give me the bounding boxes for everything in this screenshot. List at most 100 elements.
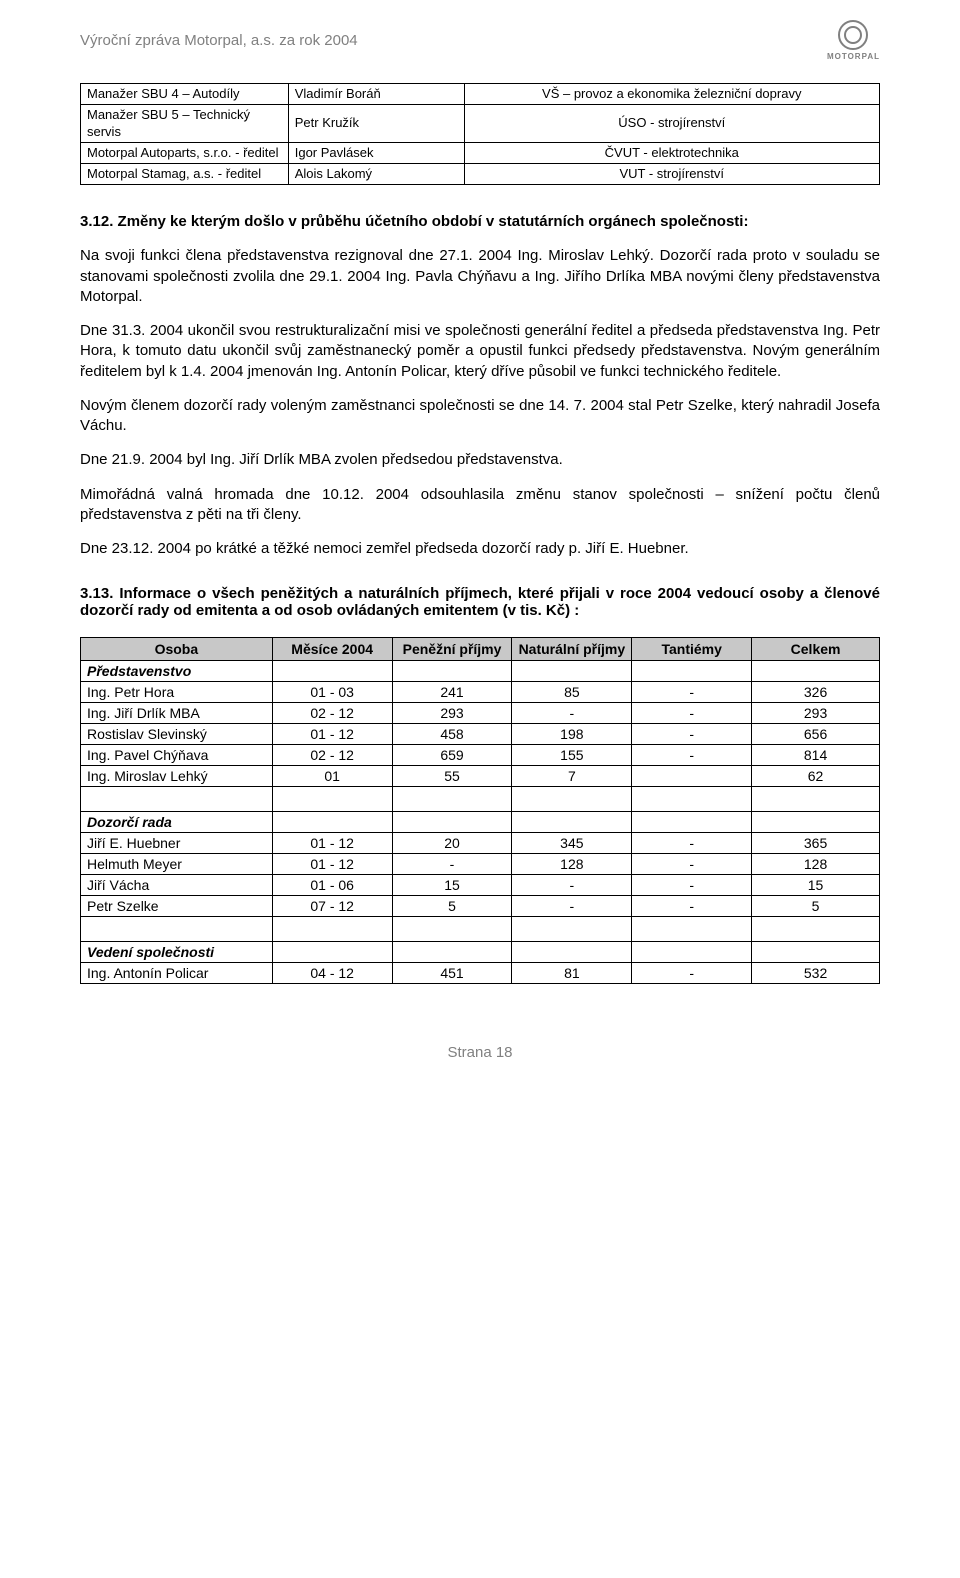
table-cell: 01 (272, 766, 392, 787)
table-cell: - (632, 745, 752, 766)
table-row: Ing. Petr Hora01 - 0324185-326 (81, 682, 880, 703)
group-row: Vedení společnosti (81, 942, 880, 963)
table-cell: 365 (752, 833, 880, 854)
table-cell: VUT - strojírenství (464, 164, 880, 185)
table-header-row: OsobaMěsíce 2004Peněžní příjmyNaturální … (81, 638, 880, 661)
table-cell: Motorpal Stamag, a.s. - ředitel (81, 164, 289, 185)
table-cell: - (632, 875, 752, 896)
table-cell: 198 (512, 724, 632, 745)
table-cell: ÚSO - strojírenství (464, 105, 880, 143)
table-cell: 07 - 12 (272, 896, 392, 917)
table-cell (632, 917, 752, 942)
table-row: Helmuth Meyer01 - 12-128-128 (81, 854, 880, 875)
table-cell (392, 812, 512, 833)
table-cell: Jiří Vácha (81, 875, 273, 896)
table-cell (272, 942, 392, 963)
table-cell (632, 787, 752, 812)
table-cell: 451 (392, 963, 512, 984)
table-cell: 01 - 06 (272, 875, 392, 896)
document-page: Výroční zpráva Motorpal, a.s. za rok 200… (0, 0, 960, 1101)
paragraph: Dne 23.12. 2004 po krátké a těžké nemoci… (80, 539, 880, 559)
group-label: Představenstvo (81, 661, 273, 682)
table-cell: 293 (752, 703, 880, 724)
table-cell: 15 (752, 875, 880, 896)
blank-row (81, 787, 880, 812)
paragraph: Mimořádná valná hromada dne 10.12. 2004 … (80, 485, 880, 526)
table-cell: 656 (752, 724, 880, 745)
paragraph: Novým členem dozorčí rady voleným zaměst… (80, 396, 880, 437)
table-cell: 62 (752, 766, 880, 787)
table-cell: Helmuth Meyer (81, 854, 273, 875)
table-cell: - (512, 703, 632, 724)
table-cell (512, 787, 632, 812)
motorpal-logo: MOTORPAL (827, 20, 880, 61)
table-cell: 55 (392, 766, 512, 787)
table-cell (752, 812, 880, 833)
page-footer: Strana 18 (80, 1044, 880, 1061)
table-cell: 81 (512, 963, 632, 984)
table-cell (632, 812, 752, 833)
table-cell (752, 787, 880, 812)
group-label: Dozorčí rada (81, 812, 273, 833)
table-cell (392, 917, 512, 942)
managers-table: Manažer SBU 4 – AutodílyVladimír BoráňVŠ… (80, 83, 880, 185)
group-row: Představenstvo (81, 661, 880, 682)
table-cell: Ing. Petr Hora (81, 682, 273, 703)
table-cell: Vladimír Boráň (288, 84, 464, 105)
blank-row (81, 917, 880, 942)
header-title: Výroční zpráva Motorpal, a.s. za rok 200… (80, 32, 358, 49)
table-cell (392, 661, 512, 682)
table-cell (81, 787, 273, 812)
table-cell: Rostislav Slevinský (81, 724, 273, 745)
table-cell: Manažer SBU 5 – Technický servis (81, 105, 289, 143)
table-cell (272, 812, 392, 833)
table-cell: 20 (392, 833, 512, 854)
section-312-heading: 3.12. Změny ke kterým došlo v průběhu úč… (80, 213, 880, 230)
paragraph: Dne 21.9. 2004 byl Ing. Jiří Drlík MBA z… (80, 450, 880, 470)
table-cell (632, 661, 752, 682)
table-cell: 345 (512, 833, 632, 854)
table-cell: VŠ – provoz a ekonomika železniční dopra… (464, 84, 880, 105)
logo-icon (838, 20, 868, 50)
column-header: Osoba (81, 638, 273, 661)
table-cell (272, 917, 392, 942)
table-cell: 128 (752, 854, 880, 875)
table-cell (81, 917, 273, 942)
table-cell: Manažer SBU 4 – Autodíly (81, 84, 289, 105)
table-cell (512, 661, 632, 682)
section-313-heading: 3.13. Informace o všech peněžitých a nat… (80, 585, 880, 619)
table-cell (512, 942, 632, 963)
table-cell: 659 (392, 745, 512, 766)
table-row: Ing. Jiří Drlík MBA02 - 12293--293 (81, 703, 880, 724)
table-cell: Petr Szelke (81, 896, 273, 917)
table-cell: 326 (752, 682, 880, 703)
table-row: Ing. Miroslav Lehký0155762 (81, 766, 880, 787)
table-cell: - (632, 854, 752, 875)
table-cell: 293 (392, 703, 512, 724)
table-cell: - (632, 703, 752, 724)
table-cell: 814 (752, 745, 880, 766)
table-cell: 02 - 12 (272, 703, 392, 724)
table-row: Rostislav Slevinský01 - 12458198-656 (81, 724, 880, 745)
table-cell: Igor Pavlásek (288, 142, 464, 163)
table-cell (272, 787, 392, 812)
table-cell: Jiří E. Huebner (81, 833, 273, 854)
column-header: Celkem (752, 638, 880, 661)
column-header: Tantiémy (632, 638, 752, 661)
table-cell (392, 787, 512, 812)
table-row: Manažer SBU 4 – AutodílyVladimír BoráňVŠ… (81, 84, 880, 105)
table-cell: 458 (392, 724, 512, 745)
group-row: Dozorčí rada (81, 812, 880, 833)
table-cell (752, 917, 880, 942)
table-row: Jiří E. Huebner01 - 1220345-365 (81, 833, 880, 854)
income-table: OsobaMěsíce 2004Peněžní příjmyNaturální … (80, 637, 880, 984)
table-cell: 128 (512, 854, 632, 875)
table-cell: 7 (512, 766, 632, 787)
table-cell: Alois Lakomý (288, 164, 464, 185)
group-label: Vedení společnosti (81, 942, 273, 963)
table-cell (512, 917, 632, 942)
table-cell: - (632, 833, 752, 854)
table-cell: 85 (512, 682, 632, 703)
table-row: Motorpal Stamag, a.s. - ředitelAlois Lak… (81, 164, 880, 185)
table-row: Petr Szelke07 - 125--5 (81, 896, 880, 917)
